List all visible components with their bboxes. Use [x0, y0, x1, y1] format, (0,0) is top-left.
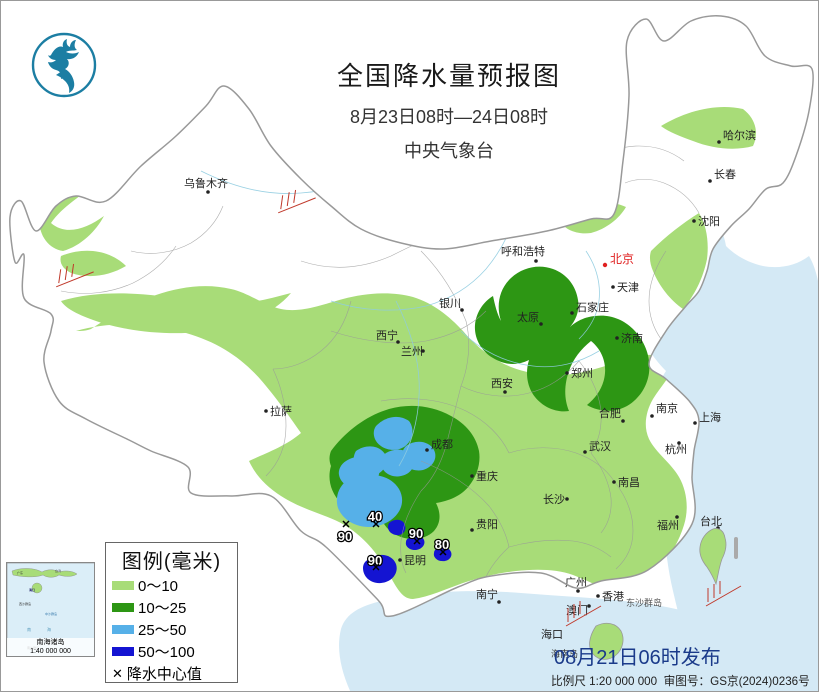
svg-text:广东: 广东	[17, 570, 23, 575]
svg-text:长春: 长春	[714, 168, 736, 181]
svg-text:南昌: 南昌	[618, 476, 640, 489]
svg-text:石家庄: 石家庄	[576, 300, 609, 314]
svg-text:呼和浩特: 呼和浩特	[501, 244, 545, 258]
svg-text:南宁: 南宁	[476, 587, 498, 601]
svg-text:90: 90	[338, 529, 352, 544]
svg-text:南京: 南京	[656, 401, 678, 415]
svg-text:合肥: 合肥	[599, 406, 621, 420]
svg-text:香港: 香港	[602, 590, 624, 603]
svg-text:✕: ✕	[341, 519, 350, 531]
svg-text:台北: 台北	[700, 514, 722, 528]
svg-text:东沙群岛: 东沙群岛	[626, 597, 662, 608]
svg-text:贵阳: 贵阳	[476, 518, 498, 531]
svg-text:太原: 太原	[517, 311, 539, 324]
svg-text:哈尔滨: 哈尔滨	[723, 128, 756, 142]
svg-text:海口: 海口	[29, 587, 35, 592]
svg-text:成都: 成都	[431, 438, 453, 451]
svg-text:上海: 上海	[699, 410, 721, 424]
svg-text:海口: 海口	[541, 627, 563, 641]
svg-text:长沙: 长沙	[543, 493, 565, 506]
svg-text:✕: ✕	[438, 547, 447, 559]
svg-text:✕: ✕	[371, 562, 380, 574]
svg-text:拉萨: 拉萨	[270, 404, 292, 418]
svg-text:台湾: 台湾	[55, 568, 61, 573]
svg-text:杭州: 杭州	[665, 442, 687, 456]
svg-text:乌鲁木齐: 乌鲁木齐	[184, 176, 228, 190]
svg-text:西沙群岛: 西沙群岛	[19, 601, 31, 606]
svg-text:重庆: 重庆	[476, 469, 498, 483]
svg-text:西安: 西安	[491, 376, 513, 390]
svg-text:沈阳: 沈阳	[698, 214, 720, 228]
svg-text:✕: ✕	[371, 519, 380, 531]
svg-text:武汉: 武汉	[589, 440, 611, 453]
svg-text:银川: 银川	[439, 296, 461, 310]
svg-text:西宁: 西宁	[376, 328, 398, 342]
svg-text:兰州: 兰州	[401, 345, 423, 358]
svg-text:海: 海	[47, 626, 51, 632]
svg-text:济南: 济南	[621, 331, 643, 345]
svg-text:天津: 天津	[617, 281, 639, 294]
svg-text:北京: 北京	[610, 252, 634, 266]
svg-text:南: 南	[27, 626, 31, 632]
svg-text:郑州: 郑州	[571, 366, 593, 380]
svg-text:福州: 福州	[657, 518, 679, 532]
svg-text:昆明: 昆明	[404, 554, 426, 567]
svg-text:中沙群岛: 中沙群岛	[45, 611, 57, 616]
svg-text:✕: ✕	[412, 536, 421, 548]
